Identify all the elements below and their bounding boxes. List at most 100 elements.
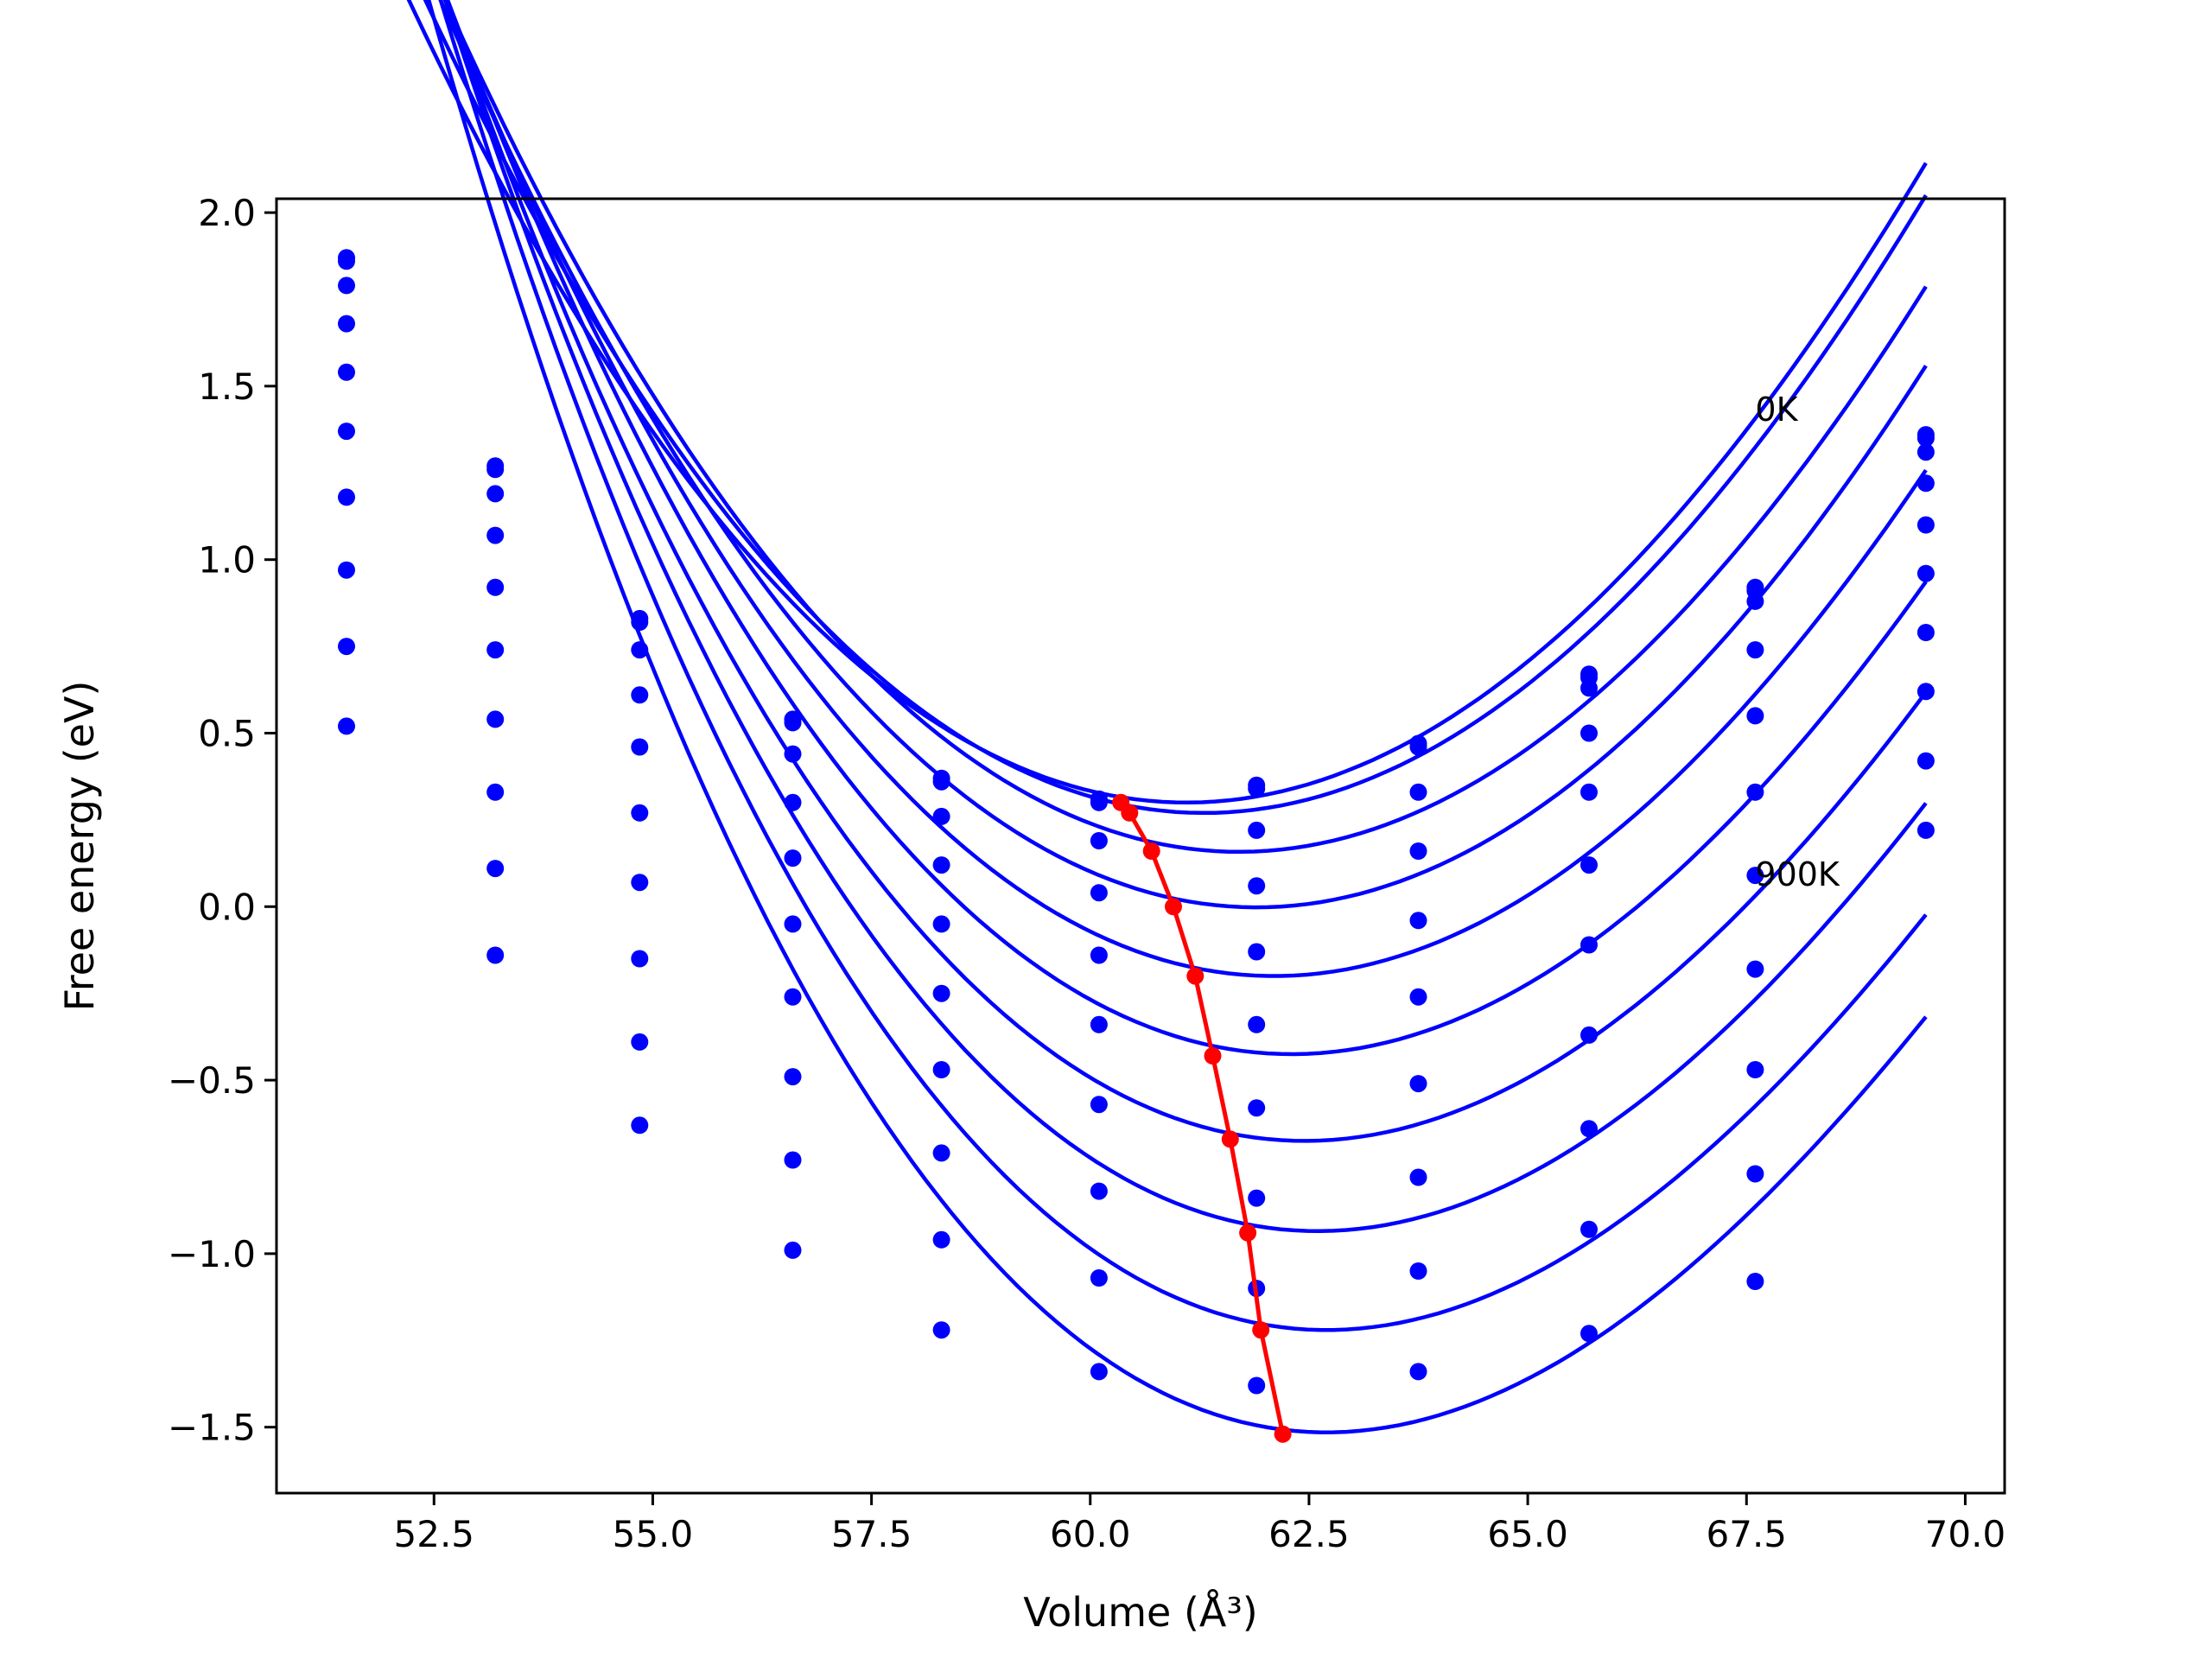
- x-tick-label: 67.5: [1707, 1513, 1788, 1555]
- data-point: [1580, 724, 1598, 742]
- y-tick-label: −0.5: [168, 1059, 256, 1102]
- data-point: [631, 613, 649, 631]
- data-point: [1090, 946, 1108, 964]
- data-point: [1090, 884, 1108, 902]
- data-point: [486, 641, 505, 659]
- data-point: [784, 1241, 802, 1259]
- data-point: [1746, 1061, 1764, 1078]
- data-point: [1746, 867, 1764, 885]
- data-point: [1916, 443, 1935, 461]
- data-point: [1409, 912, 1427, 930]
- data-point: [784, 745, 802, 763]
- data-point: [486, 946, 505, 964]
- data-point: [1409, 842, 1427, 860]
- minimum-point: [1142, 842, 1160, 860]
- data-point: [1580, 1325, 1598, 1343]
- data-point: [486, 526, 505, 544]
- minimum-point: [1186, 967, 1205, 985]
- data-point: [1916, 474, 1935, 493]
- data-point: [1090, 1269, 1108, 1287]
- minima-path: [1112, 793, 1292, 1443]
- data-point: [338, 717, 355, 735]
- annotation-0k: 0K: [1755, 391, 1798, 429]
- data-point: [1746, 641, 1764, 659]
- data-point: [1248, 1015, 1266, 1033]
- x-tick-label: 55.0: [613, 1513, 694, 1555]
- data-point: [932, 915, 950, 933]
- minimum-point: [1274, 1425, 1292, 1443]
- y-tick-label: −1.0: [168, 1233, 256, 1275]
- data-point: [338, 638, 355, 656]
- data-point: [1916, 564, 1935, 582]
- data-point: [1248, 1099, 1266, 1117]
- data-point: [784, 849, 802, 868]
- data-point: [486, 461, 505, 479]
- minimum-point: [1204, 1047, 1222, 1065]
- data-point: [1746, 1165, 1764, 1183]
- data-point: [1248, 1189, 1266, 1207]
- data-point: [486, 860, 505, 878]
- data-point: [1916, 683, 1935, 701]
- x-tick-label: 60.0: [1050, 1513, 1131, 1555]
- x-axis-label: Volume (Å³): [1023, 1589, 1258, 1636]
- data-point: [784, 793, 802, 811]
- data-point: [784, 915, 802, 933]
- data-point: [1916, 821, 1935, 839]
- y-tick-label: 2.0: [198, 192, 256, 234]
- data-point: [338, 423, 355, 441]
- data-point: [1746, 960, 1764, 978]
- data-point: [1248, 1376, 1266, 1395]
- y-axis-ticks: −1.5 −1.0 −0.5 0.0 0.5 1.0 1.5 2.0: [168, 192, 276, 1449]
- data-point: [1746, 783, 1764, 801]
- data-point: [338, 315, 355, 333]
- data-point: [932, 1230, 950, 1249]
- data-point: [486, 578, 505, 596]
- y-tick-label: 0.5: [198, 712, 256, 754]
- data-point: [631, 686, 649, 704]
- x-axis-ticks: 52.5 55.0 57.5 60.0 62.5 65.0 67.5 70.0: [394, 1493, 2005, 1555]
- data-point: [784, 1068, 802, 1086]
- data-point: [1409, 1075, 1427, 1093]
- data-point: [1580, 936, 1598, 954]
- data-point: [338, 363, 355, 381]
- data-point: [784, 1151, 802, 1169]
- data-point: [1580, 1026, 1598, 1044]
- minimum-point: [1252, 1321, 1270, 1339]
- data-point: [631, 874, 649, 892]
- data-point: [1746, 592, 1764, 610]
- data-point: [1409, 1168, 1427, 1186]
- minima-line: [1119, 801, 1286, 1435]
- data-point: [1580, 783, 1598, 801]
- data-point: [1090, 1015, 1108, 1033]
- data-point: [631, 1033, 649, 1051]
- data-point: [1580, 1220, 1598, 1238]
- fit-curve-2: [442, 0, 1928, 855]
- data-point: [1580, 856, 1598, 874]
- fit-curves: [406, 0, 1928, 1434]
- x-tick-label: 52.5: [394, 1513, 475, 1555]
- data-point: [1248, 779, 1266, 798]
- data-point: [1248, 943, 1266, 961]
- data-point: [784, 988, 802, 1006]
- data-point: [932, 1321, 950, 1339]
- data-point: [486, 485, 505, 503]
- data-point: [1090, 1096, 1108, 1114]
- data-point: [1248, 821, 1266, 839]
- minimum-point: [1121, 804, 1139, 822]
- data-point: [1916, 624, 1935, 641]
- data-point: [932, 807, 950, 825]
- data-point: [784, 714, 802, 732]
- fit-curve-9: [426, 0, 1928, 1434]
- data-point: [486, 783, 505, 801]
- data-point: [1580, 1120, 1598, 1138]
- y-tick-label: 0.0: [198, 886, 256, 928]
- data-point: [1409, 783, 1427, 801]
- data-point: [486, 710, 505, 728]
- data-point: [338, 252, 355, 270]
- data-point: [1916, 429, 1935, 448]
- minimum-point: [1165, 898, 1182, 916]
- data-point: [1090, 793, 1108, 811]
- data-point: [1090, 1182, 1108, 1200]
- data-point: [631, 738, 649, 756]
- data-point: [1580, 679, 1598, 697]
